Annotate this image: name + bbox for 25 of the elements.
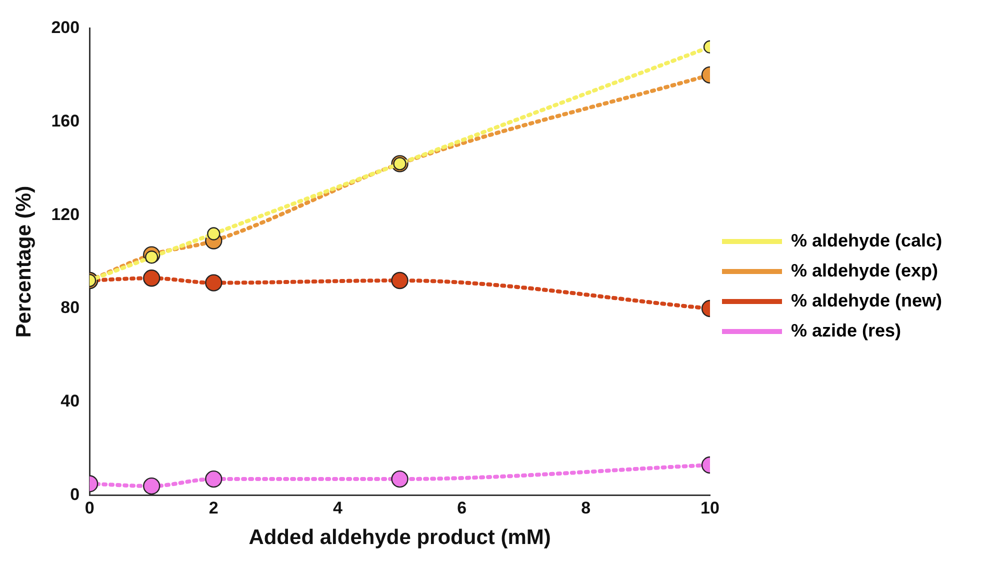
x-tick-label: 8 [581,498,591,518]
y-tick-label: 40 [60,392,80,411]
y-tick-label: 80 [60,298,80,318]
legend-label: % aldehyde (exp) [791,260,938,280]
y-axis-title: Percentage (%) [12,186,36,338]
x-tick-label: 4 [333,498,344,518]
y-tick-label: 120 [51,204,80,224]
legend-label: % azide (res) [791,320,902,340]
legend-label: % aldehyde (calc) [791,230,942,250]
point [205,470,222,488]
x-tick-label: 10 [700,498,720,518]
point [207,227,220,240]
y-tick-label: 200 [51,18,80,37]
point [205,274,222,292]
y-tick-label: 160 [51,111,80,130]
point [391,470,408,488]
x-axis-title: Added aldehyde product (mM) [248,526,551,550]
legend-label: % aldehyde (new) [791,290,942,310]
point [143,477,160,495]
point [391,272,408,290]
y-tick-label: 0 [70,485,80,504]
point [143,270,160,287]
x-tick-label: 0 [84,498,94,518]
x-tick-label: 6 [457,498,467,518]
x-tick-label: 2 [208,498,218,518]
